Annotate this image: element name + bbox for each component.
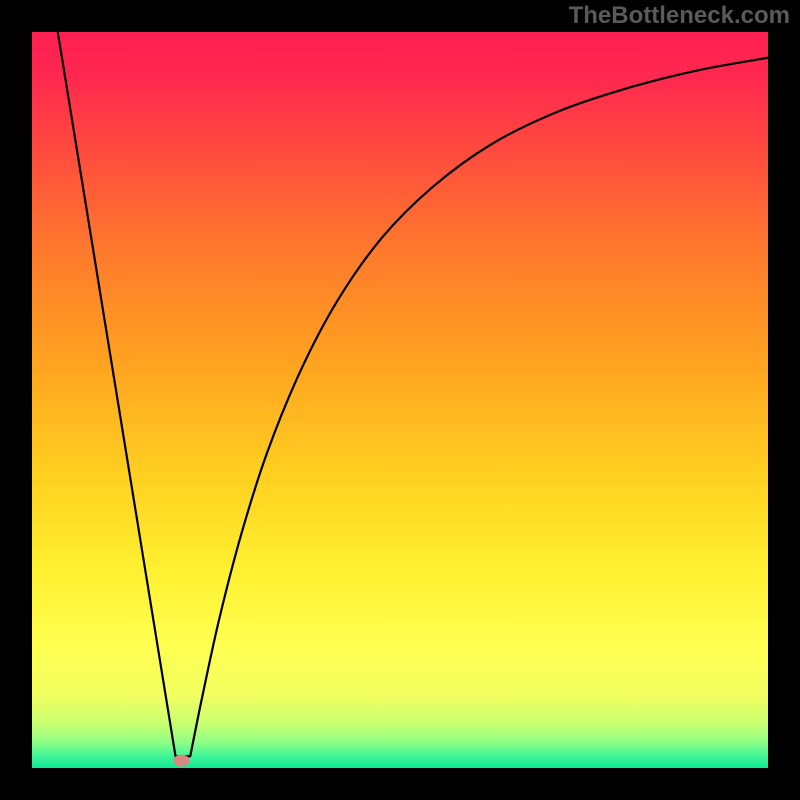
plot-background [32,32,768,768]
chart-frame: TheBottleneck.com [0,0,800,800]
optimum-marker [173,755,189,767]
watermark-text: TheBottleneck.com [569,2,790,30]
bottleneck-plot [0,0,800,800]
